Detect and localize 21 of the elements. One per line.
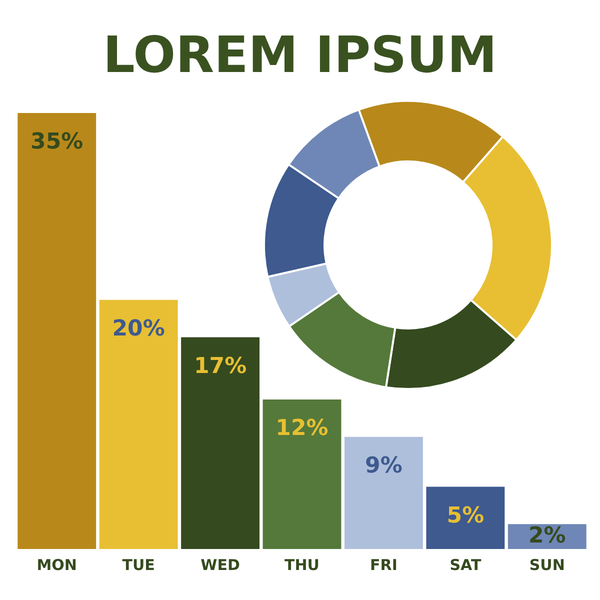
chart-title: LOREM IPSUM: [102, 26, 498, 84]
bar: [99, 300, 178, 549]
x-tick-label: SAT: [450, 556, 482, 574]
data-label: 35%: [30, 130, 84, 155]
x-tick-label: SUN: [529, 556, 565, 574]
x-tick-label: FRI: [370, 556, 398, 574]
data-label: 17%: [194, 354, 247, 379]
x-tick-label: THU: [284, 556, 320, 574]
x-tick-label: TUE: [122, 556, 155, 574]
x-tick-label: MON: [36, 556, 77, 574]
x-tick-label: WED: [200, 556, 240, 574]
bar: [344, 436, 423, 549]
data-label: 5%: [446, 503, 484, 528]
bar: [426, 486, 505, 549]
data-label: 20%: [112, 316, 165, 342]
data-label: 12%: [276, 416, 328, 442]
data-label: 2%: [528, 523, 566, 548]
bar: [18, 113, 96, 549]
data-label: 9%: [365, 454, 402, 479]
bar: [262, 400, 342, 549]
bar: [181, 337, 260, 549]
